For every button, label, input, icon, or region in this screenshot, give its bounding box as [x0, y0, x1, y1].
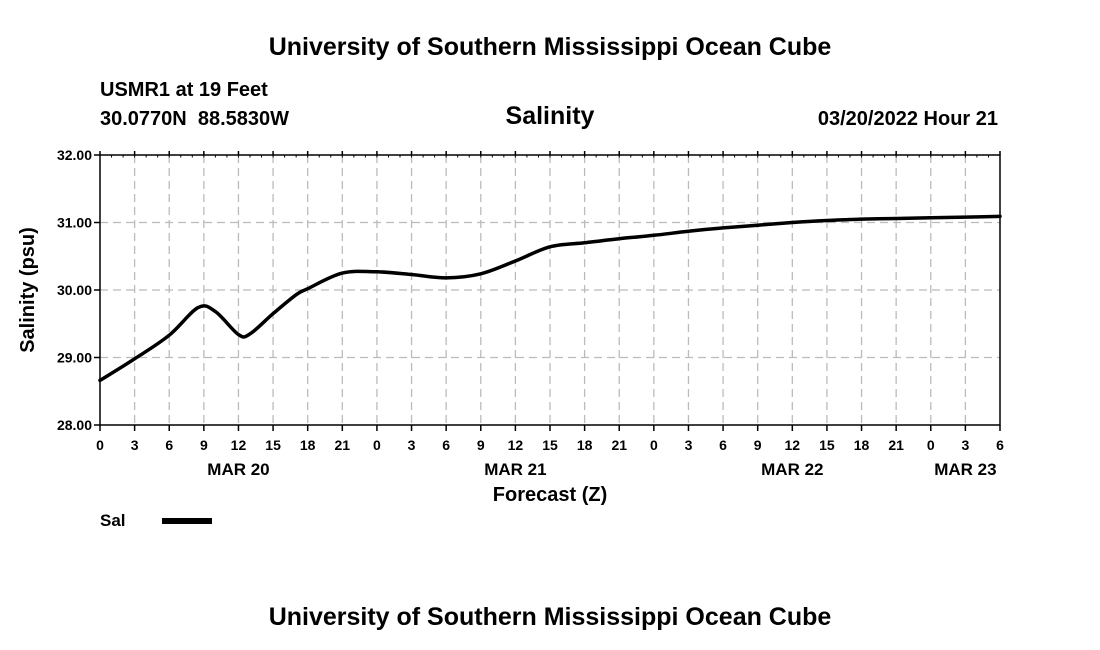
footer-title: University of Southern Mississippi Ocean…: [269, 603, 832, 631]
x-tick-label: 9: [754, 437, 762, 453]
x-tick-label: 3: [961, 437, 969, 453]
x-tick-label: 21: [611, 437, 627, 453]
legend-label: Sal: [100, 511, 126, 530]
x-tick-label: 9: [477, 437, 485, 453]
x-tick-label: 12: [508, 437, 524, 453]
station-coords: 30.0770N 88.5830W: [100, 108, 289, 130]
x-gridlines: [133, 155, 967, 425]
x-tick-label: 9: [200, 437, 208, 453]
y-tick-label: 28.00: [57, 417, 92, 433]
x-tick-labels: 0 3 6 9 12 15 18 21 0 3 6 9 12 15 18 21 0 3 6 9 12 15 18 21 0 3 6: [96, 437, 1004, 453]
x-tick-label: 0: [373, 437, 381, 453]
date-label: MAR 21: [484, 460, 546, 479]
x-tick-label: 18: [854, 437, 870, 453]
date-label: MAR 23: [934, 460, 996, 479]
page-title: University of Southern Mississippi Ocean…: [269, 33, 832, 61]
x-tick-label: 18: [577, 437, 593, 453]
x-tick-label: 6: [165, 437, 173, 453]
date-labels: MAR 20 MAR 21 MAR 22 MAR 23: [207, 460, 996, 479]
axis-ticks: [94, 151, 1001, 431]
x-tick-label: 6: [996, 437, 1004, 453]
y-tick-label: 30.00: [57, 282, 92, 298]
chart-title: Salinity: [506, 102, 595, 130]
x-tick-label: 3: [685, 437, 693, 453]
x-tick-label: 21: [335, 437, 351, 453]
x-tick-label: 21: [888, 437, 904, 453]
salinity-line: [98, 214, 1002, 383]
x-tick-label: 18: [300, 437, 316, 453]
x-tick-label: 12: [231, 437, 247, 453]
y-tick-labels: 28.00 29.00 30.00 31.00 32.00: [57, 147, 92, 433]
y-tick-label: 31.00: [57, 215, 92, 231]
x-tick-label: 15: [542, 437, 558, 453]
x-tick-label: 0: [96, 437, 104, 453]
x-axis-label: Forecast (Z): [493, 484, 607, 506]
y-axis-label: Salinity (psu): [17, 227, 39, 353]
forecast-datetime: 03/20/2022 Hour 21: [818, 108, 998, 130]
x-tick-label: 6: [719, 437, 727, 453]
x-tick-label: 3: [131, 437, 139, 453]
date-label: MAR 20: [207, 460, 269, 479]
x-tick-label: 6: [442, 437, 450, 453]
date-label: MAR 22: [761, 460, 823, 479]
plot-area: [94, 151, 1002, 431]
y-tick-label: 32.00: [57, 147, 92, 163]
x-tick-label: 12: [785, 437, 801, 453]
x-tick-label: 0: [927, 437, 935, 453]
x-tick-label: 15: [819, 437, 835, 453]
x-tick-label: 0: [650, 437, 658, 453]
legend: Sal: [100, 511, 212, 530]
station-label: USMR1 at 19 Feet: [100, 79, 268, 101]
y-tick-label: 29.00: [57, 350, 92, 366]
x-tick-label: 15: [265, 437, 281, 453]
x-tick-label: 3: [408, 437, 416, 453]
